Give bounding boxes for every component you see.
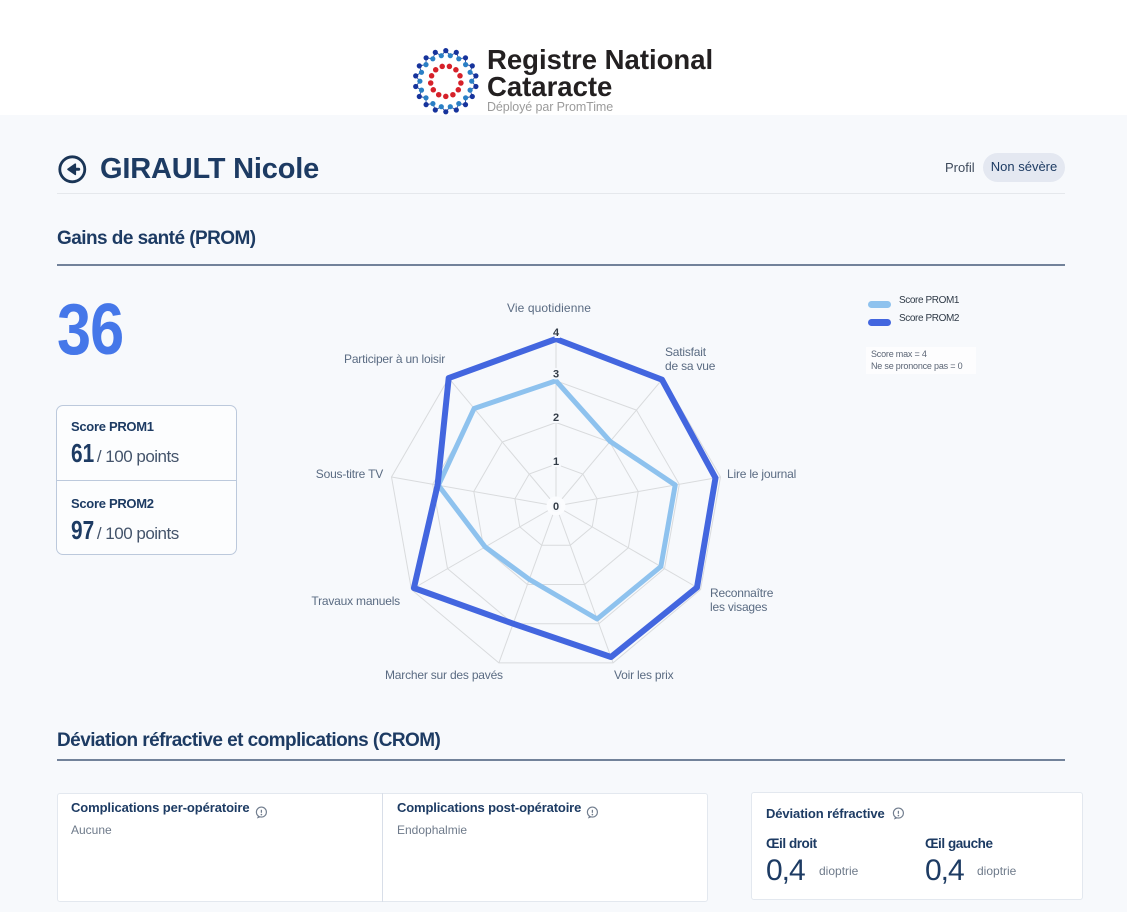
svg-text:0: 0 bbox=[553, 501, 559, 513]
svg-text:2: 2 bbox=[553, 412, 559, 424]
svg-text:3: 3 bbox=[553, 369, 559, 381]
svg-text:1: 1 bbox=[553, 456, 559, 468]
svg-text:4: 4 bbox=[553, 327, 560, 339]
